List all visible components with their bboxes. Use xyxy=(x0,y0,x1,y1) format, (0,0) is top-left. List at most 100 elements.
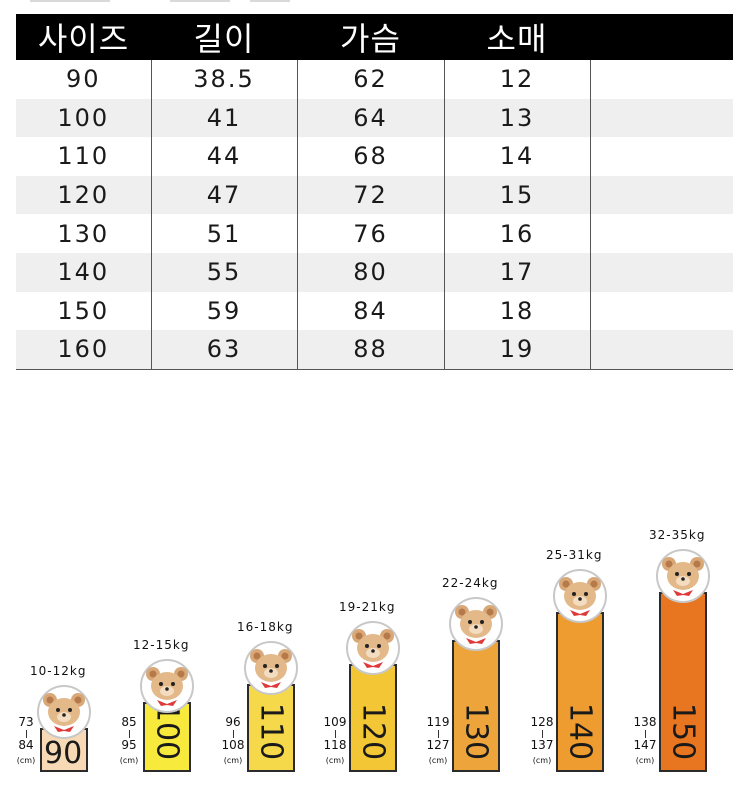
table-cell: 44 xyxy=(151,137,298,176)
table-cell: 100 xyxy=(16,98,152,138)
bear-icon xyxy=(139,658,195,718)
table-cell xyxy=(590,292,733,331)
table-cell: 90 xyxy=(16,60,152,99)
unit-label: (cm) xyxy=(635,756,655,765)
table-cell xyxy=(590,175,733,215)
height-to: 137 xyxy=(530,738,554,752)
height-from: 85 xyxy=(121,715,137,729)
height-range: 73 84 (cm) xyxy=(14,716,38,767)
unit-label: (cm) xyxy=(223,756,243,765)
table-cell: 62 xyxy=(297,60,445,99)
table-row: 100 41 64 13 xyxy=(16,98,733,138)
table-cell: 38.5 xyxy=(151,60,298,99)
height-from: 138 xyxy=(633,715,657,729)
height-to: 118 xyxy=(323,738,347,752)
table-cell xyxy=(590,330,733,370)
weight-label: 10-12kg xyxy=(30,664,87,678)
table-cell xyxy=(590,137,733,176)
unit-label: (cm) xyxy=(16,756,36,765)
unit-label: (cm) xyxy=(532,756,552,765)
range-dash xyxy=(644,730,646,738)
height-to: 127 xyxy=(426,738,450,752)
faded-text xyxy=(170,0,230,2)
header-blank xyxy=(590,14,733,60)
table-cell: 16 xyxy=(444,214,591,253)
size-bar xyxy=(143,702,191,772)
table-cell: 160 xyxy=(16,330,152,370)
range-dash xyxy=(334,730,336,738)
table-row: 150 59 84 18 xyxy=(16,291,733,331)
table-cell: 41 xyxy=(151,98,298,138)
table-cell: 15 xyxy=(444,175,591,215)
size-bar xyxy=(659,592,707,772)
bear-icon xyxy=(448,596,504,656)
weight-label: 19-21kg xyxy=(339,600,396,614)
table-cell: 13 xyxy=(444,98,591,138)
table-cell: 110 xyxy=(16,137,152,176)
top-strip xyxy=(0,0,733,14)
bear-icon xyxy=(243,640,299,700)
table-cell: 140 xyxy=(16,252,152,292)
height-range: 85 95 (cm) xyxy=(117,716,141,767)
weight-label: 16-18kg xyxy=(237,620,294,634)
table-cell: 80 xyxy=(297,252,445,292)
header-chest: 가슴 xyxy=(297,14,444,60)
header-size: 사이즈 xyxy=(16,14,151,60)
size-bar-label: 130 xyxy=(458,702,494,761)
table-cell: 12 xyxy=(444,60,591,99)
height-from: 109 xyxy=(323,715,347,729)
bear-icon xyxy=(345,620,401,680)
bear-icon xyxy=(36,684,92,744)
table-cell xyxy=(590,214,733,253)
range-dash xyxy=(541,730,543,738)
unit-label: (cm) xyxy=(325,756,345,765)
size-table: 사이즈 길이 가슴 소매 90 38.5 62 12 100 41 64 13 110 44 68 1… xyxy=(16,14,733,370)
height-to: 95 xyxy=(121,738,137,752)
size-bar xyxy=(452,640,500,772)
table-cell: 59 xyxy=(151,291,298,331)
unit-label: (cm) xyxy=(428,756,448,765)
table-row: 90 38.5 62 12 xyxy=(16,60,733,99)
size-bar-label: 120 xyxy=(355,702,391,761)
table-cell xyxy=(590,252,733,292)
height-range: 96 108 (cm) xyxy=(221,716,245,767)
table-cell: 55 xyxy=(151,252,298,292)
table-cell: 120 xyxy=(16,175,152,215)
height-to: 84 xyxy=(18,738,34,752)
table-row: 110 44 68 14 xyxy=(16,137,733,176)
range-dash xyxy=(437,730,439,738)
weight-label: 12-15kg xyxy=(133,638,190,652)
header-sleeve: 소매 xyxy=(444,14,590,60)
bear-icon xyxy=(552,568,608,628)
table-cell: 72 xyxy=(297,175,445,215)
table-cell: 51 xyxy=(151,214,298,253)
height-to: 108 xyxy=(221,738,245,752)
table-cell: 76 xyxy=(297,214,445,253)
table-row: 140 55 80 17 xyxy=(16,252,733,292)
table-cell: 17 xyxy=(444,252,591,292)
weight-label: 32-35kg xyxy=(649,528,706,542)
table-cell: 14 xyxy=(444,137,591,176)
range-dash xyxy=(25,730,27,738)
table-cell xyxy=(590,98,733,138)
size-bar-label: 150 xyxy=(665,702,701,761)
height-from: 96 xyxy=(225,715,241,729)
weight-label: 22-24kg xyxy=(442,576,499,590)
faded-text xyxy=(250,0,290,2)
table-cell: 19 xyxy=(444,330,591,370)
size-bar-label: 90 xyxy=(44,736,83,771)
height-from: 128 xyxy=(530,715,554,729)
table-row: 160 63 88 19 xyxy=(16,330,733,370)
height-range: 128 137 (cm) xyxy=(530,716,554,767)
table-cell xyxy=(590,60,733,99)
table-cell: 88 xyxy=(297,330,445,370)
range-dash xyxy=(232,730,234,738)
table-cell: 18 xyxy=(444,291,591,331)
height-range: 119 127 (cm) xyxy=(426,716,450,767)
bear-icon xyxy=(655,548,711,608)
table-cell: 84 xyxy=(297,291,445,331)
height-from: 73 xyxy=(18,715,34,729)
table-header-row: 사이즈 길이 가슴 소매 xyxy=(16,14,733,60)
height-range: 138 147 (cm) xyxy=(633,716,657,767)
table-row: 120 47 72 15 xyxy=(16,175,733,215)
